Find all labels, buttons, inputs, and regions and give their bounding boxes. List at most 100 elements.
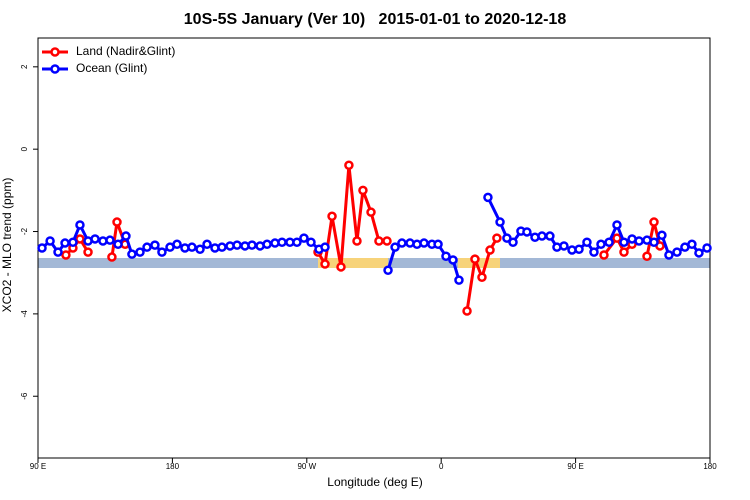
point: [358, 185, 368, 196]
point: [495, 217, 505, 227]
y-tick-label: 2: [20, 64, 29, 69]
point: [105, 235, 115, 245]
point: [454, 275, 464, 285]
point: [589, 247, 599, 257]
point: [61, 250, 71, 260]
point: [397, 238, 407, 248]
y-tick-label: -2: [20, 227, 29, 235]
legend-label: Ocean (Glint): [76, 61, 147, 75]
point: [142, 242, 152, 252]
point: [664, 250, 674, 260]
y-axis-label: XCO2 - MLO trend (ppm): [0, 178, 14, 313]
point: [107, 252, 117, 262]
point: [649, 237, 659, 247]
point: [619, 247, 629, 257]
legend-marker: [50, 64, 60, 74]
legend-marker: [50, 47, 60, 57]
legend-label: Land (Nadir&Glint): [76, 44, 175, 58]
point: [462, 306, 472, 316]
point: [596, 239, 606, 250]
legend: Land (Nadir&Glint) Ocean (Glint): [42, 44, 175, 75]
point: [135, 247, 145, 257]
point: [672, 247, 682, 257]
point: [537, 231, 547, 241]
point: [60, 238, 70, 248]
point: [492, 233, 502, 243]
point: [37, 243, 47, 253]
point: [545, 231, 555, 241]
point: [419, 238, 429, 248]
x-tick-label: 90 E: [567, 462, 583, 471]
point: [485, 245, 495, 255]
point: [483, 192, 493, 203]
point: [320, 242, 330, 252]
point: [433, 239, 443, 250]
point: [113, 239, 123, 250]
point: [642, 251, 652, 261]
x-tick-label: 180: [703, 462, 717, 471]
point: [694, 248, 704, 258]
point: [121, 231, 131, 241]
point: [612, 220, 622, 230]
point: [217, 242, 227, 252]
point: [383, 265, 393, 275]
point: [262, 239, 272, 250]
point: [127, 249, 137, 259]
point: [649, 217, 659, 227]
x-tick-label: 180: [166, 462, 180, 471]
point: [366, 207, 376, 217]
y-tick-label: -6: [20, 392, 29, 400]
point: [187, 242, 197, 252]
point: [604, 237, 614, 247]
land-strip: [318, 258, 388, 268]
point: [382, 236, 392, 246]
point: [619, 237, 629, 247]
x-tick-label: 0: [439, 462, 444, 471]
point: [75, 220, 85, 230]
point: [441, 251, 451, 261]
point: [470, 254, 480, 264]
point: [299, 233, 309, 243]
x-tick-label: 90 E: [30, 462, 46, 471]
point: [202, 239, 212, 250]
point: [306, 237, 316, 247]
point: [292, 237, 302, 247]
point: [344, 160, 354, 170]
point: [195, 244, 205, 254]
point: [477, 272, 487, 282]
x-tick-label: 90 W: [297, 462, 316, 471]
point: [522, 227, 532, 237]
point: [277, 237, 287, 247]
point: [702, 243, 712, 253]
point: [90, 234, 100, 244]
chart-title: 10S-5S January (Ver 10) 2015-01-01 to 20…: [184, 11, 567, 28]
point: [657, 230, 667, 240]
point: [599, 250, 609, 260]
point: [327, 211, 337, 222]
point: [172, 239, 182, 250]
y-tick-label: 0: [20, 146, 29, 151]
point: [508, 237, 518, 247]
x-axis-label: Longitude (deg E): [327, 475, 422, 489]
point: [582, 237, 592, 247]
point: [157, 247, 167, 257]
point: [83, 247, 93, 257]
point: [247, 240, 257, 250]
point: [612, 233, 622, 243]
point: [336, 262, 346, 272]
point: [390, 242, 400, 252]
point: [320, 259, 330, 269]
point: [502, 233, 512, 243]
point: [112, 217, 122, 227]
point: [45, 236, 55, 246]
point: [53, 247, 63, 257]
point: [687, 239, 697, 250]
point: [150, 240, 160, 250]
point: [374, 236, 384, 246]
point: [68, 237, 78, 247]
point: [634, 236, 644, 246]
point: [574, 244, 584, 254]
point: [232, 240, 242, 250]
y-tick-label: -4: [20, 310, 29, 318]
